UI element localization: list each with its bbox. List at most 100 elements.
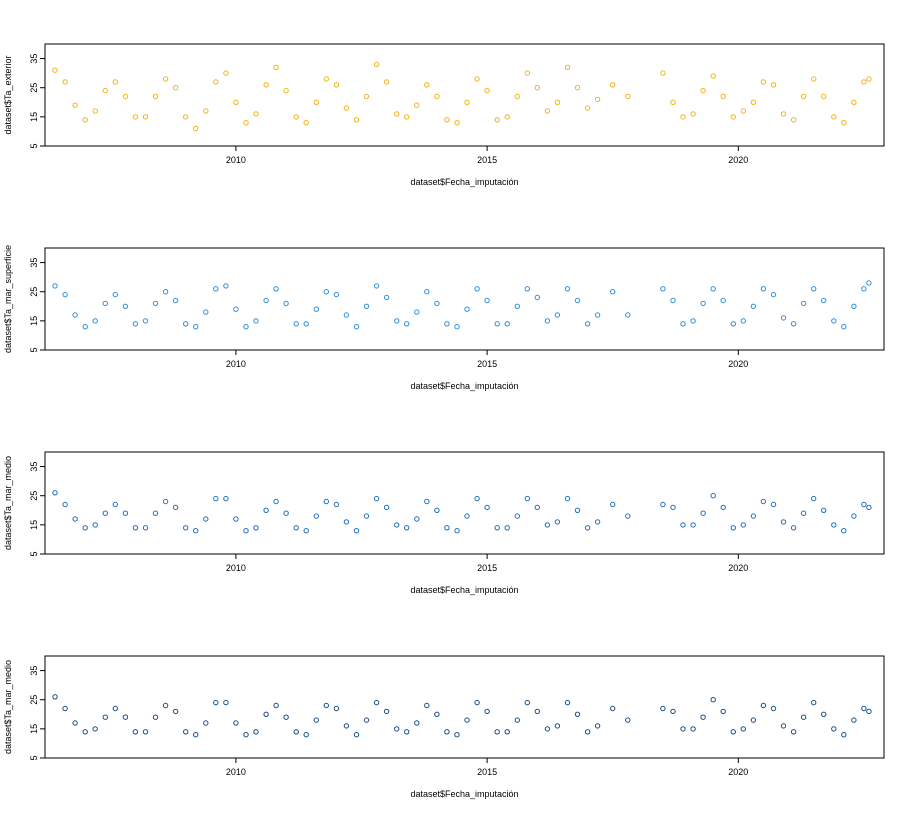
x-tick-label: 2020 — [728, 563, 748, 573]
data-point — [610, 705, 616, 712]
data-point — [494, 321, 500, 327]
data-point — [363, 93, 370, 100]
data-point — [780, 111, 787, 117]
data-point — [162, 76, 169, 82]
data-point — [102, 87, 109, 94]
data-point — [524, 70, 530, 76]
x-axis-label: dataset$Fecha_imputación — [410, 381, 518, 391]
data-point — [790, 117, 797, 123]
data-point — [414, 720, 420, 726]
data-point — [831, 522, 837, 528]
chart-panel-2: 2010 2015 2020 5 15 25 35 dataset$Fecha_imputac… — [3, 245, 885, 391]
data-point — [700, 300, 706, 307]
data-point — [494, 729, 500, 735]
data-point — [484, 708, 490, 715]
data-point — [464, 99, 470, 106]
data-point — [343, 105, 350, 111]
data-points — [52, 280, 872, 330]
data-point — [142, 729, 149, 735]
data-point — [770, 291, 777, 298]
data-point — [273, 702, 279, 709]
data-point — [333, 82, 340, 88]
data-point — [233, 516, 239, 522]
data-point — [424, 82, 430, 88]
data-point — [414, 516, 420, 522]
data-point — [233, 720, 239, 726]
data-point — [434, 93, 440, 100]
y-tick-label: 15 — [29, 520, 39, 530]
data-point — [610, 501, 616, 508]
data-points — [52, 490, 872, 534]
data-point — [233, 99, 239, 106]
data-point — [730, 114, 736, 120]
data-point — [203, 720, 209, 726]
data-point — [92, 522, 98, 528]
data-point — [780, 519, 787, 525]
data-point — [851, 99, 857, 106]
data-point — [353, 117, 360, 123]
data-point — [72, 312, 78, 318]
data-point — [594, 519, 601, 525]
plot-frame — [44, 451, 885, 555]
data-point — [660, 501, 666, 508]
data-point — [811, 495, 817, 502]
x-tick-label: 2010 — [226, 155, 246, 165]
x-tick-label: 2015 — [477, 563, 497, 573]
data-point — [866, 708, 872, 715]
data-point — [172, 708, 179, 715]
data-point — [800, 714, 807, 720]
data-point — [504, 729, 510, 735]
data-point — [303, 120, 309, 126]
data-point — [373, 495, 380, 502]
data-point — [293, 321, 299, 327]
data-point — [92, 726, 98, 732]
data-point — [700, 87, 706, 94]
data-point — [670, 708, 676, 715]
data-point — [760, 702, 767, 709]
x-tick-label: 2020 — [728, 767, 748, 777]
data-point — [800, 510, 807, 516]
x-tick-label: 2015 — [477, 767, 497, 777]
data-point — [152, 714, 159, 720]
data-point — [152, 93, 159, 100]
data-point — [243, 120, 249, 126]
data-point — [841, 120, 847, 126]
data-point — [660, 705, 666, 712]
data-point — [554, 519, 561, 525]
data-point — [152, 510, 159, 516]
data-point — [770, 82, 777, 88]
data-point — [293, 114, 299, 120]
data-point — [594, 723, 601, 729]
x-tick-label: 2010 — [226, 359, 246, 369]
data-point — [861, 501, 867, 508]
data-point — [353, 732, 360, 738]
data-point — [283, 300, 289, 307]
data-point — [680, 726, 686, 732]
data-point — [730, 321, 736, 327]
data-point — [625, 93, 631, 100]
data-point — [474, 286, 480, 292]
data-point — [790, 321, 797, 327]
data-point — [534, 294, 540, 301]
data-point — [790, 525, 797, 531]
data-point — [770, 501, 777, 508]
data-point — [112, 705, 119, 712]
data-point — [861, 705, 867, 712]
data-point — [554, 723, 561, 729]
data-point — [514, 513, 520, 519]
data-point — [253, 318, 259, 324]
data-point — [434, 711, 440, 717]
data-point — [82, 324, 88, 330]
data-point — [353, 324, 360, 330]
data-point — [404, 321, 410, 327]
data-point — [574, 711, 581, 717]
data-point — [514, 717, 520, 723]
data-point — [690, 111, 696, 117]
data-point — [444, 321, 450, 327]
y-tick-label: 35 — [29, 462, 39, 472]
data-point — [534, 504, 540, 511]
data-point — [720, 708, 726, 715]
y-tick-label: 5 — [29, 551, 39, 556]
data-point — [132, 114, 139, 120]
data-point — [213, 699, 219, 706]
